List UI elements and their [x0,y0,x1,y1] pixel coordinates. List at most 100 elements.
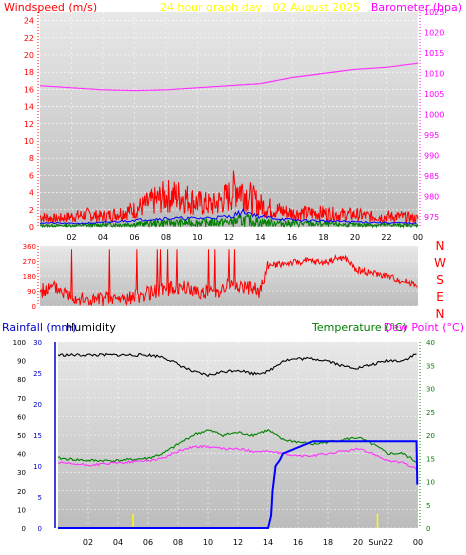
compass-label: N [436,239,445,253]
wind-lines [39,62,419,229]
compass-label: W [434,256,446,270]
wind-x-tick-label: 18 [318,233,328,242]
rainfall-tick-label: 30 [33,339,42,347]
direction-degree-label: 180 [23,273,36,281]
humidity-tick-label: 40 [17,451,26,459]
barometer-tick-label: 985 [424,172,439,181]
wind-x-tick-label: 10 [192,233,202,242]
wind-x-tick-label: 14 [255,233,265,242]
windspeed-tick-label: 2 [29,206,34,215]
windspeed-tick-label: 4 [29,189,34,198]
rainfall-line [58,440,419,529]
windspeed-tick-label: 24 [24,17,34,26]
temp-lines [57,352,419,529]
rainfall-tick-label: 15 [33,432,42,440]
barometer-axis-title: Barometer (hpa) [371,1,462,14]
gust-line [39,170,419,225]
windspeed-tick-label: 10 [24,137,34,146]
windspeed-tick-label: 14 [24,103,34,112]
direction-degree-label: 90 [27,288,36,296]
dewpoint-line [57,444,417,471]
humidity-tick-label: 70 [17,395,26,403]
temp-x-tick-label: 00 [413,538,423,547]
barometer-tick-label: 1000 [424,110,444,119]
rainfall-tick-label: 10 [33,463,42,471]
temperature-tick-label: 5 [426,502,430,510]
compass-label: S [436,273,444,287]
temperature-tick-label: 35 [426,362,435,370]
temp-x-tick-label: 18 [323,538,333,547]
windspeed-tick-label: 20 [24,51,34,60]
humidity-tick-label: 60 [17,413,26,421]
temp-x-tick-label: 22 [383,538,393,547]
temp-x-tick-label: 20 [353,538,363,547]
wind-lull-line [39,212,419,229]
windspeed-tick-label: 12 [24,120,34,129]
rainfall-axis: 0 5 10 15 20 25 30 [33,339,56,533]
temp-x-axis: 02 04 06 08 10 12 14 16 18 20 Sun 22 00 [83,538,423,547]
compass-label: E [436,290,444,304]
barometer-tick-label: 990 [424,151,439,160]
barometer-tick-label: 975 [424,213,439,222]
windspeed-tick-label: 0 [29,223,34,232]
wind-x-axis: 02 04 06 08 10 12 14 16 18 20 22 00 [66,233,423,242]
temperature-axis-title: Temperature (°C) [311,321,407,334]
temp-x-tick-label: 14 [263,538,273,547]
temperature-tick-label: 0 [426,525,430,533]
windspeed-tick-label: 22 [24,34,34,43]
temperature-tick-label: 10 [426,479,435,487]
temperature-axis: 0 5 10 15 20 25 30 35 40 [419,339,435,533]
barometer-tick-label: 980 [424,192,439,201]
temperature-tick-label: 30 [426,386,435,394]
humidity-tick-label: 50 [17,432,26,440]
direction-degree-label: 270 [23,258,36,266]
temp-x-tick-label: Sun [368,538,383,547]
humidity-axis-title: Humidity [66,321,116,334]
dewpoint-axis-title: Dew Point (°C) [384,321,464,334]
humidity-tick-label: 30 [17,469,26,477]
barometer-tick-label: 995 [424,131,439,140]
windspeed-tick-label: 8 [29,154,34,163]
temp-x-tick-label: 02 [83,538,93,547]
wind-x-tick-label: 12 [224,233,234,242]
windspeed-tick-label: 6 [29,171,34,180]
direction-degree-label: 360 [23,243,36,251]
rainfall-tick-label: 5 [38,494,42,502]
wind-x-tick-label: 00 [413,233,423,242]
graph-title: 24 hour graph day : 02 August 2025 [160,1,360,14]
wind-average-line [39,207,417,225]
humidity-axis: 0 10 20 30 40 50 60 70 80 90 100 [13,339,26,533]
windspeed-axis-title: Windspeed (m/s) [4,1,97,14]
windspeed-tick-label: 16 [24,85,34,94]
temp-x-tick-label: 04 [113,538,123,547]
temp-x-tick-label: 12 [233,538,243,547]
wind-x-tick-label: 06 [129,233,139,242]
barometer-tick-label: 1025 [424,8,444,17]
barometer-tick-label: 1015 [424,49,444,58]
rainfall-tick-label: 0 [38,525,42,533]
rainfall-tick-label: 20 [33,401,42,409]
wind-x-tick-label: 04 [98,233,108,242]
temp-x-tick-label: 08 [173,538,183,547]
humidity-tick-label: 0 [22,525,26,533]
direction-lines [39,249,418,307]
humidity-tick-label: 20 [17,488,26,496]
wind-x-tick-label: 16 [287,233,297,242]
windspeed-tick-label: 18 [24,68,34,77]
humidity-tick-label: 80 [17,376,26,384]
humidity-tick-label: 90 [17,358,26,366]
compass-label: N [436,307,445,321]
temperature-tick-label: 20 [426,432,435,440]
temp-x-tick-label: 16 [293,538,303,547]
wind-x-tick-label: 22 [381,233,391,242]
wind-x-tick-label: 20 [350,233,360,242]
barometer-tick-label: 1020 [424,28,444,37]
temp-x-tick-label: 10 [203,538,213,547]
temperature-tick-label: 15 [426,455,435,463]
temp-humidity-panel: 0 10 20 30 40 50 60 70 80 90 100 0 5 10 15 20 25 30 0 5 10… [13,339,435,547]
